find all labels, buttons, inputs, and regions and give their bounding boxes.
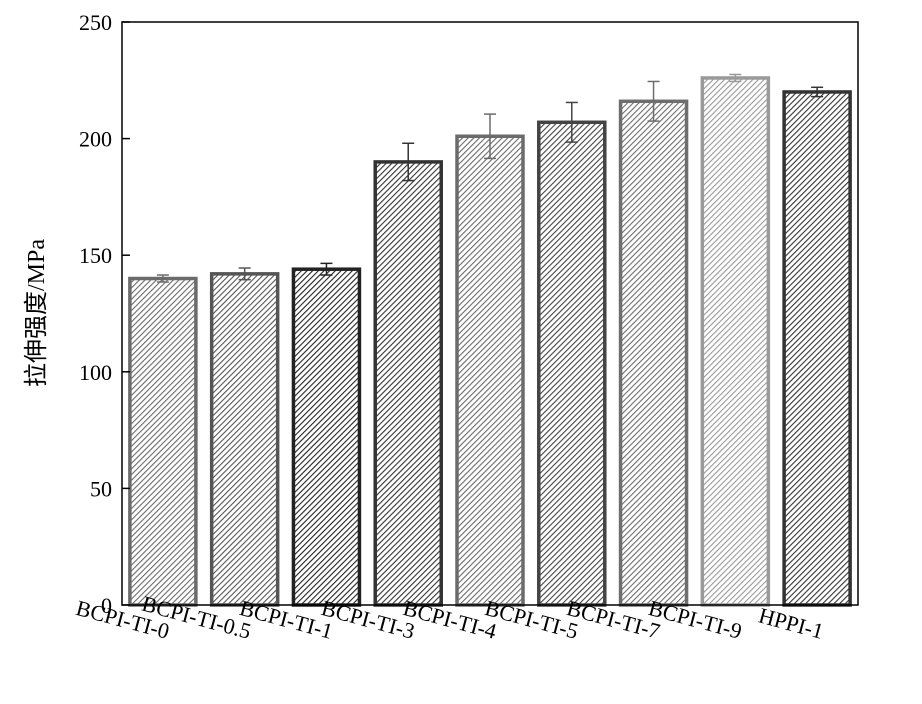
plot-frame — [121, 21, 859, 606]
bar-BCPI-TI-3 — [373, 160, 443, 607]
y-tick-label: 200 — [79, 127, 112, 152]
y-tick-label: 150 — [79, 243, 112, 268]
y-axis: 0 50 100 150 200 250 — [79, 10, 130, 618]
error-bar-BCPI-TI-1 — [320, 262, 333, 276]
bar-BCPI-TI-1 — [291, 267, 362, 607]
y-tick-label: 250 — [79, 10, 112, 35]
y-axis-title: 拉伸强度/MPa — [23, 239, 50, 387]
y-tick-label: 50 — [90, 476, 112, 501]
y-tick-label: 0 — [101, 593, 112, 618]
bar-BCPI-TI-7 — [618, 99, 689, 607]
y-tick-label: 100 — [79, 360, 112, 385]
error-bar-BCPI-TI-0.5 — [238, 267, 251, 281]
bars-group — [128, 76, 852, 607]
error-bar-BCPI-TI-4 — [484, 113, 496, 160]
error-bar-BCPI-TI-0 — [156, 274, 169, 283]
bar-BCPI-TI-9 — [700, 76, 771, 607]
bar-BCPI-TI-4 — [455, 134, 525, 607]
error-bar-BCPI-TI-5 — [565, 101, 578, 143]
error-bar-BCPI-TI-9 — [729, 73, 742, 83]
error-bars-group — [156, 73, 824, 283]
bar-BCPI-TI-0 — [128, 276, 198, 607]
x-tick-label: HPPI-1 — [756, 603, 826, 644]
error-bar-BCPI-TI-3 — [402, 142, 415, 182]
bar-BCPI-TI-5 — [537, 120, 607, 607]
error-bar-BCPI-TI-7 — [647, 80, 660, 122]
error-bar-HPPI-1 — [811, 86, 824, 98]
bar-HPPI-1 — [782, 90, 852, 607]
bar-BCPI-TI-0.5 — [209, 272, 280, 607]
